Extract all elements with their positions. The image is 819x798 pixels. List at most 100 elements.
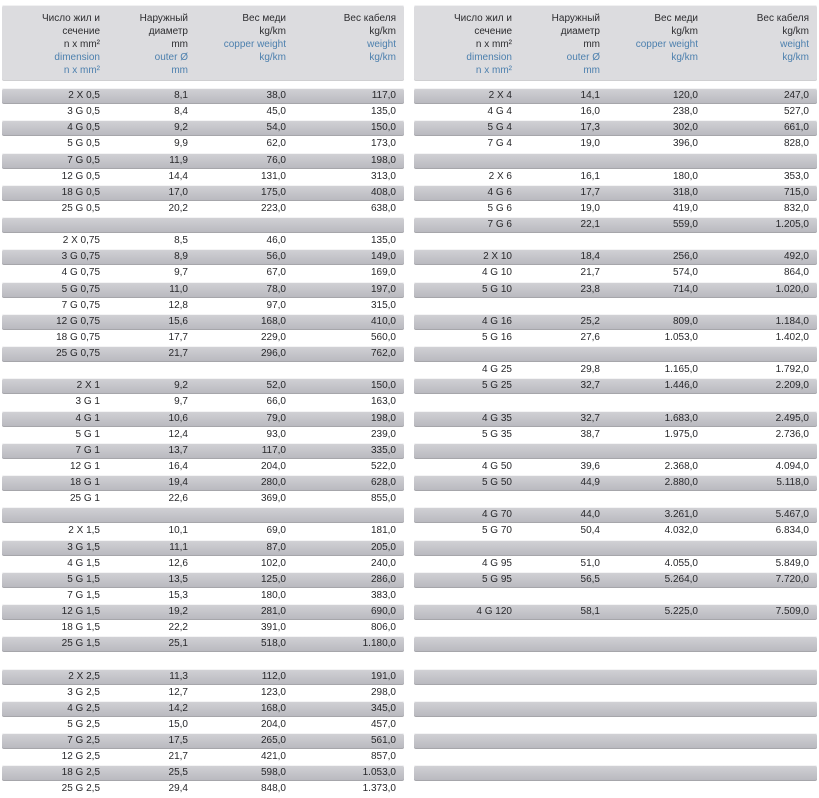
table-row: 4 G 25 29,8 1.165,0 1.792,0 [414,362,817,378]
cell-cable-weight: 335,0 [370,444,396,456]
cell-dimension: 2 X 2,5 [68,670,100,682]
cell-copper-weight: 2.368,0 [664,460,698,472]
cell-dimension: 5 G 1,5 [67,573,100,585]
cell-copper-weight: 180,0 [672,170,698,182]
spacer-row [414,491,817,507]
cell-cable-weight: 2.495,0 [775,412,809,424]
cell-copper-weight: 93,0 [266,428,286,440]
cell-copper-weight: 238,0 [672,106,698,118]
cell-copper-weight: 56,0 [266,251,286,263]
cell-copper-weight: 175,0 [260,186,286,198]
cell-dimension: 2 X 0,5 [68,90,100,102]
table-row: 7 G 2,5 17,5 265,0 561,0 [2,733,404,750]
cell-outer-diameter: 14,2 [168,702,188,714]
cell-dimension: 5 G 50 [481,477,512,489]
header-line: kg/km [369,52,396,63]
cell-dimension: 7 G 0,75 [61,299,100,311]
table-header-left: Число жил и сечение n x mm² dimension n … [2,5,404,81]
cell-dimension: 4 G 35 [481,412,512,424]
cell-dimension: 4 G 70 [481,509,512,521]
cell-copper-weight: 76,0 [266,154,286,166]
header-line: Вес меди [242,13,286,24]
cell-dimension: 12 G 2,5 [61,751,100,763]
header-line: kg/km [259,26,286,37]
header-line: сечение [474,26,512,37]
cell-outer-diameter: 15,3 [168,589,188,601]
header-line: сечение [62,26,100,37]
cell-cable-weight: 181,0 [370,525,396,537]
cell-copper-weight: 204,0 [260,460,286,472]
header-line: Вес меди [654,13,698,24]
cell-outer-diameter: 22,2 [168,622,188,634]
cell-outer-diameter: 11,9 [169,154,188,166]
table-row: 4 G 2,5 14,2 168,0 345,0 [2,700,404,717]
cell-copper-weight: 1.446,0 [664,380,698,392]
header-col-copper-weight: Вес меди kg/km copper weight kg/km [196,12,294,81]
cell-copper-weight: 809,0 [672,315,698,327]
cell-cable-weight: 383,0 [370,589,396,601]
cell-outer-diameter: 17,3 [580,122,600,134]
table-row: 4 G 50 39,6 2.368,0 4.094,0 [414,459,817,475]
cell-dimension: 5 G 16 [481,331,512,343]
cell-dimension: 18 G 2,5 [61,767,100,779]
header-line: диаметр [148,26,188,37]
cell-copper-weight: 318,0 [672,186,698,198]
cell-copper-weight: 131,0 [260,170,286,182]
header-line: n x mm² [475,65,512,76]
cell-cable-weight: 492,0 [783,251,809,263]
cell-dimension: 2 X 1,5 [68,525,100,537]
cell-dimension: 4 G 1 [75,412,100,424]
cell-dimension: 5 G 70 [481,525,512,537]
cell-cable-weight: 4.094,0 [775,460,809,472]
header-line: outer Ø [566,52,600,63]
cell-dimension: 4 G 4 [487,106,512,118]
cell-copper-weight: 125,0 [260,573,286,585]
cell-outer-diameter: 21,7 [580,267,600,279]
table-row: 4 G 95 51,0 4.055,0 5.849,0 [414,556,817,572]
cell-copper-weight: 78,0 [266,283,286,295]
cell-cable-weight: 205,0 [370,541,396,553]
cell-copper-weight: 391,0 [260,622,286,634]
cell-outer-diameter: 13,5 [168,573,188,585]
cell-copper-weight: 229,0 [260,331,286,343]
cell-dimension: 4 G 6 [487,186,512,198]
table-row: 4 G 120 58,1 5.225,0 7.509,0 [414,604,817,621]
cell-copper-weight: 419,0 [672,202,698,214]
cell-cable-weight: 1.020,0 [775,283,809,295]
spacer-row [414,346,817,363]
cell-cable-weight: 169,0 [370,267,396,279]
table-row: 2 X 10 18,4 256,0 492,0 [414,249,817,266]
table-row: 2 X 1,5 10,1 69,0 181,0 [2,523,404,539]
header-line: n x mm² [63,65,100,76]
table-row: 18 G 2,5 25,5 598,0 1.053,0 [2,765,404,782]
cell-outer-diameter: 16,1 [580,170,600,182]
header-line: mm [171,39,188,50]
cell-copper-weight: 67,0 [266,267,286,279]
cell-outer-diameter: 9,7 [174,396,188,408]
table-row: 12 G 2,5 21,7 421,0 857,0 [2,749,404,765]
header-line: Число жил и [453,13,512,24]
cell-outer-diameter: 19,4 [168,477,188,489]
table-row: 12 G 1 16,4 204,0 522,0 [2,459,404,475]
cell-copper-weight: 223,0 [260,202,286,214]
cell-dimension: 5 G 4 [487,122,512,134]
cell-outer-diameter: 19,2 [168,606,188,618]
cell-dimension: 5 G 1 [75,428,100,440]
table-row: 5 G 10 23,8 714,0 1.020,0 [414,281,817,298]
cell-cable-weight: 410,0 [370,315,396,327]
header-line: kg/km [782,52,809,63]
cell-dimension: 5 G 0,5 [67,138,100,150]
cell-dimension: 7 G 6 [487,219,512,231]
table-row: 3 G 1 9,7 66,0 163,0 [2,394,404,410]
cell-cable-weight: 7.720,0 [775,573,809,585]
table-row: 5 G 25 32,7 1.446,0 2.209,0 [414,378,817,395]
table-row: 5 G 50 44,9 2.880,0 5.118,0 [414,475,817,492]
table-row: 5 G 70 50,4 4.032,0 6.834,0 [414,523,817,539]
header-line: kg/km [671,26,698,37]
cell-copper-weight: 559,0 [672,219,698,231]
cell-dimension: 4 G 10 [481,267,512,279]
table-row: 4 G 10 21,7 574,0 864,0 [414,265,817,281]
cell-dimension: 2 X 10 [483,251,512,263]
cell-cable-weight: 638,0 [370,202,396,214]
header-col-dimension: Число жил и сечение n x mm² dimension n … [2,12,108,81]
